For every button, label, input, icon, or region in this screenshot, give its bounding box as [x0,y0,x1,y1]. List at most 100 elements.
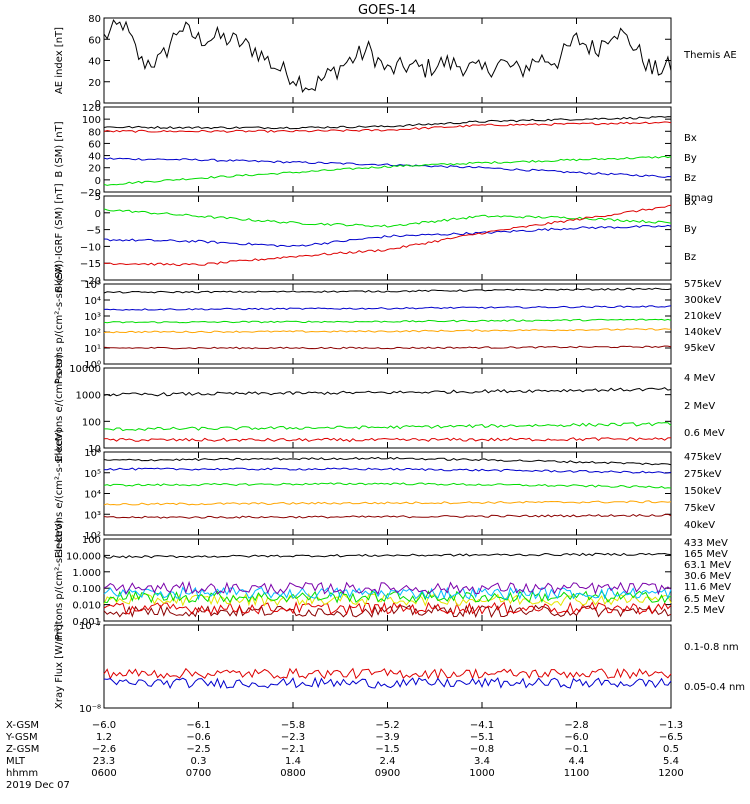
x-tick-label: 1.2 [96,732,112,743]
series-line-575kev [103,345,672,350]
legend-entry: 433 MeV [684,538,728,549]
panel-frame [103,624,672,709]
legend-entry: Bx [684,197,697,208]
legend-entry: 40keV [684,520,715,531]
x-tick-label: 3.4 [474,756,490,767]
legend-entry: Bz [684,252,696,263]
y-tick-label: 5 [95,192,101,203]
panel-electrons_low: 10² 10³ 10⁴ 10⁵ 10⁶ Electrons e/(cm²-s-sr-keV… [54,429,722,558]
y-tick-label: 40 [88,57,101,68]
series-line-themis-ae [103,19,672,93]
legend-entry: By [684,224,697,235]
x-tick-label: 2.4 [380,756,396,767]
x-tick-label: 23.3 [93,756,115,767]
x-tick-label: −5.1 [470,732,494,743]
series-line-bx [103,224,672,248]
x-tick-label: 1200 [658,768,683,779]
x-tick-label: −0.8 [470,744,494,755]
legend-entry: 475keV [684,452,722,463]
x-tick-label: 0.3 [191,756,207,767]
page-title: GOES-14 [358,3,416,18]
y-tick-label: 100 [82,417,101,428]
series-line-2-5-mev [103,552,672,559]
y-tick-label: 1000 [76,391,101,402]
y-axis-label: B (SM)-IGRF (SM) [nT] [54,183,65,292]
legend-entry: 150keV [684,486,722,497]
y-tick-label: 0 [95,209,101,220]
series-line-bz [103,121,672,133]
y-tick-label: 0.010 [72,601,101,612]
legend-entry: Themis AE [683,50,737,61]
x-tick-label: −0.1 [564,744,588,755]
y-tick-label: 1.000 [72,568,101,579]
series-line-150kev [103,482,672,489]
panel-xray: 10⁻⁸ 10⁻⁷ Xray Flux [W/m²] 0.1-0.8 nm 0.05-0… [54,621,745,715]
legend-entry: 0.1-0.8 nm [684,642,739,653]
legend-entry: 2.5 MeV [684,605,725,616]
legend-entry: Bz [684,173,696,184]
x-tick-label: −2.3 [281,732,305,743]
panel-frame [103,283,672,365]
series-line-433-mev [103,603,672,619]
x-tick-label: 0700 [186,768,211,779]
y-tick-label: 80 [88,14,101,25]
panel-frame [103,451,672,536]
series-line-4-mev [103,437,672,443]
y-tick-label: 10⁴ [84,296,101,307]
x-tick-label: 0800 [280,768,305,779]
panel-frame [103,195,672,281]
x-tick-label: −6.0 [564,732,588,743]
y-axis-label: Protons p/(cm²-s-sr-keV) [54,264,65,385]
series-line-bx [103,157,672,178]
y-tick-label: 10 [88,444,101,455]
y-tick-label: 20 [88,78,101,89]
panel-frame [103,17,672,104]
legend-entry: Bx [684,133,697,144]
y-tick-label: 60 [88,35,101,46]
y-tick-label: 10.000 [66,551,101,562]
legend-entry: 2 MeV [684,401,715,412]
y-tick-label: 10² [84,531,101,542]
y-tick-label: 20 [88,164,101,175]
y-tick-label: 10⁴ [84,490,101,501]
series-line-475kev [103,513,672,519]
x-tick-label: −2.1 [281,744,305,755]
y-tick-label: −20 [80,188,101,199]
x-tick-label: −0.6 [186,732,210,743]
series-line-0-1-0-8-nm [103,667,672,681]
legend-entry: 30.6 MeV [684,571,731,582]
series-line-30-6-mev [103,590,672,604]
y-axis-label: Electrons e/(cm²-s-sr) [54,354,65,462]
y-tick-label: 0 [95,176,101,187]
x-tick-label: 1000 [469,768,494,779]
y-tick-label: 10⁻⁷ [79,621,101,632]
legend-entry: 0.05-0.4 nm [684,682,745,693]
x-tick-label: −3.9 [375,732,399,743]
y-tick-label: 10² [84,328,101,339]
legend-entry: 140keV [684,327,722,338]
legend-entry: 165 MeV [684,549,728,560]
y-axis-label: Protons p/(cm²-s-sr-keV) [54,520,65,641]
panel-protons_high: 0.001 0.010 0.100 1.000 10.000 100 Protons p/(… [54,520,731,641]
series-line-75kev [103,467,672,474]
x-tick-label: −6.5 [659,732,683,743]
x-row-label: Y-GSM [5,732,38,743]
series-line-by [103,155,672,186]
x-row-label: X-GSM [6,720,39,731]
y-tick-label: 60 [88,139,101,150]
series-line-63-1-mev [103,592,672,607]
series-line-bmag [103,116,672,130]
x-tick-label: −1.3 [659,720,683,731]
legend-entry: By [684,153,697,164]
legend-entry: 75keV [684,503,715,514]
series-line-300kev [103,328,672,334]
y-tick-label: −15 [80,259,101,270]
y-tick-label: 40 [88,152,101,163]
y-axis-label: AE index [nT] [54,27,65,94]
x-tick-label: 0.5 [663,744,679,755]
x-tick-label: −1.5 [375,744,399,755]
y-axis-label: B (SM) [nT] [54,121,65,177]
y-axis-label: Xray Flux [W/m²] [54,624,65,709]
